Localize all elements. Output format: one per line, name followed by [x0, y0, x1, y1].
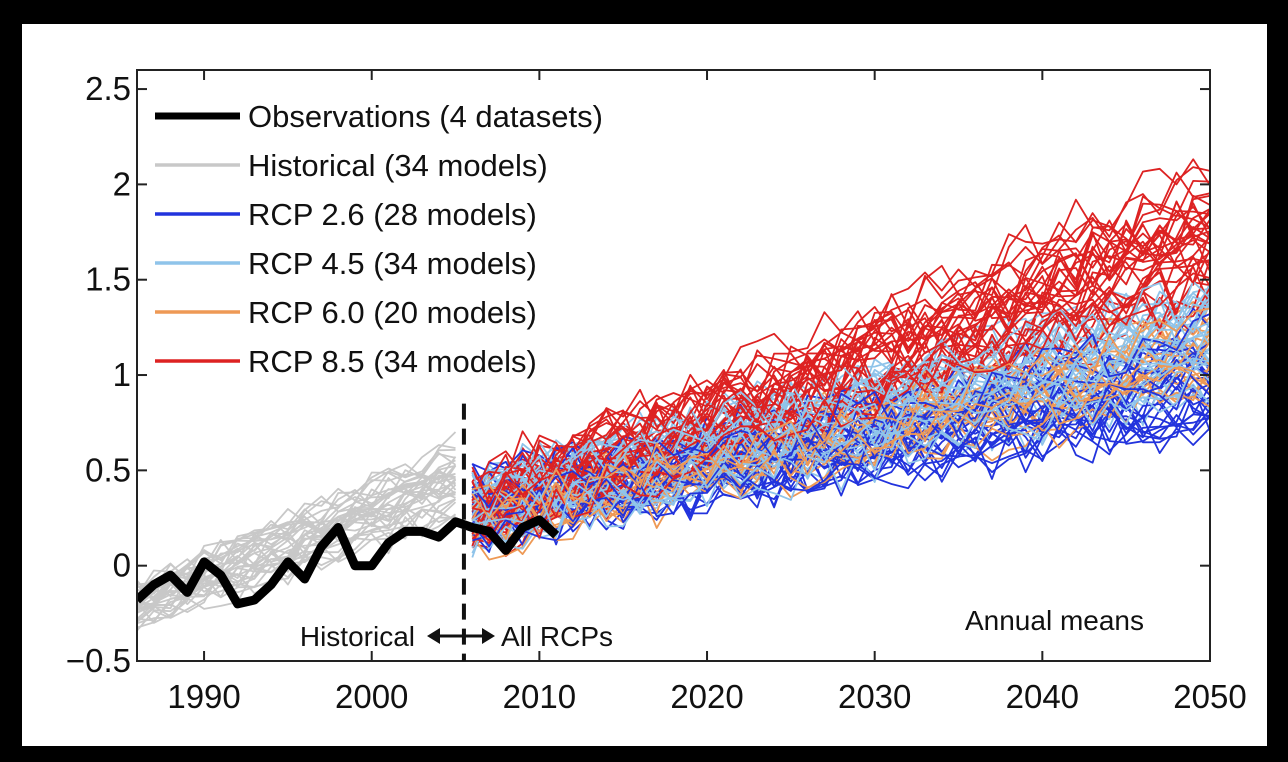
model-line-3 — [472, 307, 1210, 509]
y-tick-label: 0 — [113, 547, 131, 584]
legend-label: RCP 6.0 (20 models) — [248, 295, 537, 330]
legend-label: RCP 8.5 (34 models) — [248, 344, 537, 379]
temperature-projection-chart: −0.5 0 0.5 1 1.5 2 2.5 1990 2000 2010 2020 2030 204… — [66, 69, 1247, 715]
model-line-2 — [472, 343, 1210, 538]
model-line-2 — [471, 350, 1210, 558]
model-line-0 — [137, 431, 457, 586]
model-line-4 — [471, 202, 1210, 504]
y-tick-label: 1.5 — [85, 261, 131, 298]
x-axis: 1990 2000 2010 2020 2030 2040 2050 — [167, 70, 1247, 715]
model-line-0 — [137, 478, 457, 597]
model-line-4 — [472, 202, 1210, 513]
model-line-2 — [472, 322, 1210, 513]
legend-label: RCP 2.6 (28 models) — [248, 197, 537, 232]
double-arrow-icon — [427, 628, 495, 644]
x-tick-label: 1990 — [167, 678, 240, 715]
model-line-3 — [471, 365, 1210, 520]
model-line-1 — [471, 313, 1210, 509]
model-line-2 — [471, 280, 1210, 516]
legend-label: Observations (4 datasets) — [248, 99, 603, 134]
x-tick-label: 2010 — [503, 678, 576, 715]
model-line-4 — [471, 210, 1210, 520]
model-line-4 — [471, 255, 1210, 542]
y-axis: −0.5 0 0.5 1 1.5 2 2.5 — [66, 70, 1210, 679]
x-tick-label: 2000 — [335, 678, 408, 715]
legend-label: RCP 4.5 (34 models) — [248, 246, 537, 281]
annotation-all-rcps: All RCPs — [501, 621, 613, 652]
x-tick-label: 2030 — [838, 678, 911, 715]
chart-frame: −0.5 0 0.5 1 1.5 2 2.5 1990 2000 2010 2020 2030 204… — [22, 24, 1267, 746]
observations-group — [137, 515, 560, 609]
model-line-3 — [471, 364, 1210, 540]
legend-label: Historical (34 models) — [248, 148, 548, 183]
model-line-0 — [137, 508, 456, 603]
x-tick-label: 2040 — [1006, 678, 1079, 715]
plot-area-border — [136, 69, 1211, 662]
model-line-3 — [471, 341, 1210, 546]
x-tick-label: 2050 — [1173, 678, 1246, 715]
y-tick-label: 2 — [113, 165, 131, 202]
legend: Observations (4 datasets) Historical (34 … — [155, 99, 603, 379]
annotation-historical: Historical — [300, 621, 415, 652]
model-line-4 — [471, 230, 1210, 510]
model-series-group — [137, 158, 1210, 632]
y-tick-label: 2.5 — [85, 70, 131, 107]
y-tick-label: −0.5 — [66, 642, 131, 679]
model-line-2 — [471, 299, 1210, 502]
y-tick-label: 1 — [113, 356, 131, 393]
model-line-4 — [471, 171, 1210, 482]
x-tick-label: 2020 — [670, 678, 743, 715]
model-line-4 — [471, 206, 1210, 527]
observations-line — [137, 515, 560, 609]
annotation-annual-means: Annual means — [965, 605, 1144, 636]
y-tick-label: 0.5 — [85, 451, 131, 488]
model-line-2 — [471, 298, 1210, 508]
model-line-2 — [471, 364, 1210, 549]
